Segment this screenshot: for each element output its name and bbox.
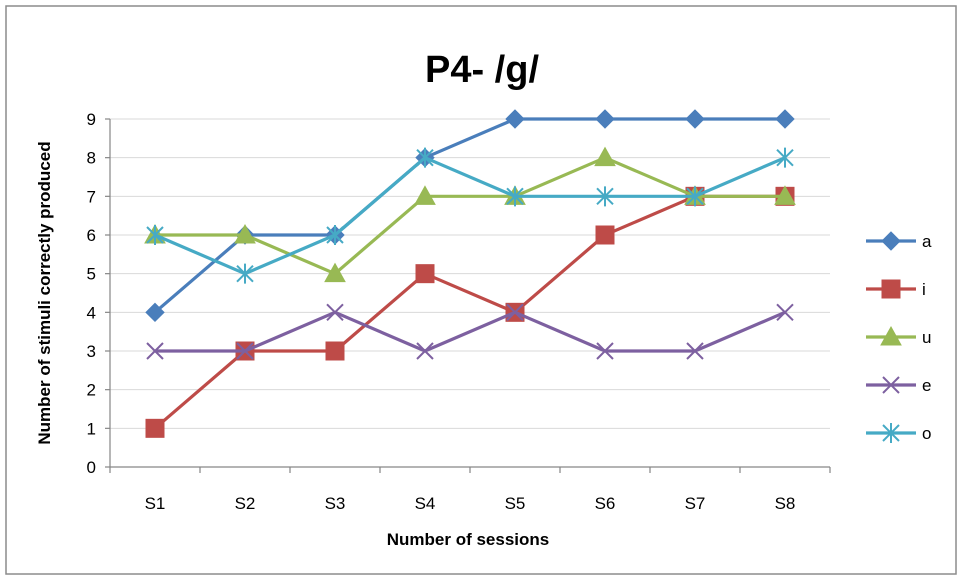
data-point-o: [596, 186, 614, 207]
data-point-i: [145, 418, 165, 438]
data-point-e: [596, 342, 614, 360]
data-point-u: [414, 185, 436, 205]
data-point-i: [325, 341, 345, 361]
x-tick-label: S2: [235, 494, 256, 513]
legend-marker: [882, 376, 900, 394]
data-point-u: [774, 185, 796, 205]
data-point-a: [775, 109, 795, 129]
x-tick-label: S5: [505, 494, 526, 513]
x-tick-label: S1: [145, 494, 166, 513]
data-point-a: [145, 302, 165, 323]
data-point-o: [506, 186, 524, 207]
legend: a i u e o: [866, 231, 932, 443]
x-tick-label: S8: [775, 494, 796, 513]
data-point-e: [146, 342, 164, 360]
series-line-u: [155, 156, 785, 276]
data-point-u: [594, 146, 616, 167]
data-point-a: [685, 109, 705, 129]
data-point-o: [146, 225, 164, 245]
x-tick-label: S6: [595, 494, 616, 513]
data-point-u: [234, 223, 256, 244]
x-tick-label: S7: [685, 494, 706, 513]
legend-label: u: [922, 328, 931, 347]
legend-marker: [882, 423, 900, 443]
y-tick-label: 0: [87, 458, 96, 477]
legend-label: e: [922, 376, 931, 395]
data-point-e: [326, 303, 344, 322]
y-tick-label: 1: [87, 419, 96, 438]
legend-marker: [880, 325, 902, 346]
data-point-o: [326, 225, 344, 245]
x-tick-label: S3: [325, 494, 346, 513]
data-point-o: [686, 186, 704, 207]
y-tick-label: 7: [87, 187, 96, 206]
axes: 0 1 2 3 4 5 6 7 8 9 S1 S2 S3 S4 S5 S6 S7 S8: [87, 110, 831, 513]
y-axis-title: Number of stimuli correctly produced: [35, 141, 54, 444]
data-point-i: [595, 225, 615, 245]
y-tick-label: 3: [87, 342, 96, 361]
series-o: [146, 147, 794, 284]
legend-label: i: [922, 280, 926, 299]
legend-item-u: u: [866, 325, 931, 347]
series-line-a: [153, 117, 785, 314]
y-tick-label: 9: [87, 110, 96, 129]
y-tick-label: 2: [87, 381, 96, 400]
data-point-u: [324, 262, 346, 283]
chart-area-border: [5, 5, 957, 575]
legend-item-e: e: [866, 376, 931, 395]
legend-marker: [881, 231, 901, 251]
series-line-o: [154, 156, 786, 276]
data-point-i: [415, 264, 435, 284]
data-point-o: [236, 263, 254, 284]
data-point-e: [776, 303, 794, 322]
data-point-a: [505, 109, 525, 129]
legend-label: a: [922, 232, 932, 251]
data-point-e: [686, 342, 704, 360]
chart-title: P4- /g/: [425, 49, 539, 91]
data-point-a: [595, 109, 615, 129]
y-tick-label: 8: [87, 149, 96, 168]
x-tick-label: S4: [415, 494, 436, 513]
y-tick-label: 6: [87, 226, 96, 245]
legend-item-o: o: [866, 423, 931, 443]
data-point-e: [416, 342, 434, 360]
y-tick-label: 4: [87, 303, 96, 322]
y-tick-label: 5: [87, 265, 96, 284]
data-point-e: [236, 342, 254, 360]
legend-item-a: a: [866, 231, 932, 251]
legend-marker: [881, 279, 901, 299]
x-axis-title: Number of sessions: [387, 530, 550, 549]
data-point-o: [776, 147, 794, 168]
data-point-o: [416, 147, 434, 168]
series-e: [146, 303, 794, 360]
series-line-e: [155, 310, 786, 353]
data-point-e: [506, 303, 524, 322]
legend-label: o: [922, 424, 931, 443]
series-layer: [144, 109, 796, 438]
series-line-i: [153, 194, 785, 430]
legend-item-i: i: [866, 279, 926, 299]
